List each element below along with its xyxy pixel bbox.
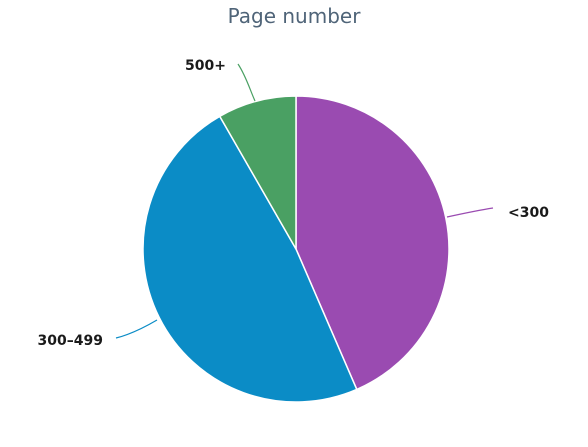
slice-labels: <300 300–499 500+ bbox=[38, 58, 550, 349]
slice-label: <300 bbox=[508, 205, 549, 221]
slice-label: 500+ bbox=[185, 58, 226, 74]
pie-slice bbox=[218, 95, 297, 252]
chart-title: Page number bbox=[227, 4, 361, 28]
label-connector bbox=[446, 207, 494, 218]
label-connector bbox=[115, 319, 158, 339]
pie-slice bbox=[142, 115, 358, 403]
label-connector bbox=[237, 63, 256, 102]
label-connectors bbox=[115, 63, 494, 339]
slice-label: 300–499 bbox=[38, 333, 103, 349]
pie-slices bbox=[142, 95, 450, 403]
pie-slice bbox=[295, 95, 450, 391]
